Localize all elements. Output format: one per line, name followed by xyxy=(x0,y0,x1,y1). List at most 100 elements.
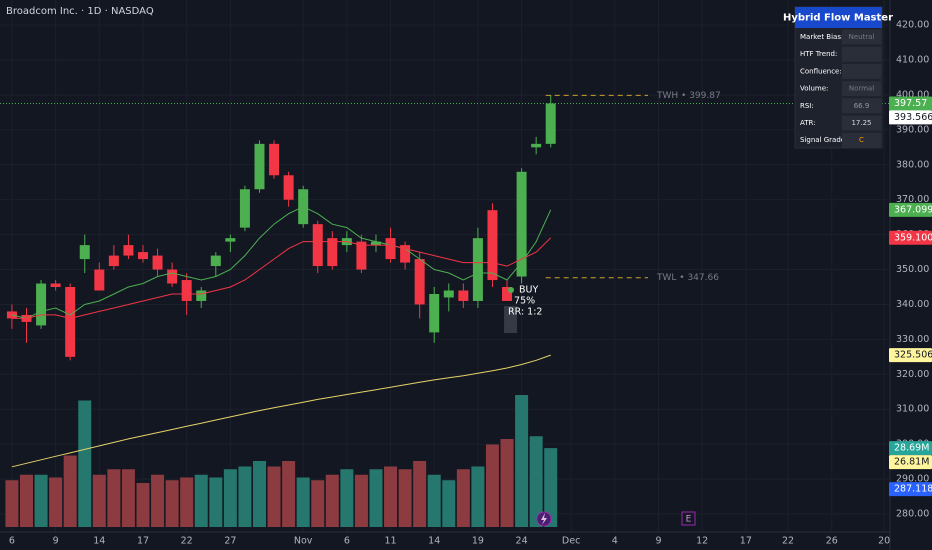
price-badge-label: 367.0998 xyxy=(894,204,932,215)
y-tick-label: 330.00 xyxy=(896,334,929,345)
volume-bar xyxy=(78,400,92,527)
volume-bar xyxy=(194,474,208,527)
candle-body xyxy=(327,238,338,267)
candle-body xyxy=(472,238,483,301)
volume-bar xyxy=(529,436,543,527)
x-tick-label: 17 xyxy=(740,536,752,547)
volume-bar xyxy=(325,474,339,527)
x-tick-label: Dec xyxy=(562,536,580,547)
y-tick-label: 400.00 xyxy=(896,89,929,100)
panel-title: Hybrid Flow Master xyxy=(783,13,893,24)
x-tick-label: 14 xyxy=(428,536,440,547)
candle-body xyxy=(239,189,250,228)
volume-bar xyxy=(413,461,427,527)
candle-body xyxy=(443,290,454,298)
signal-rr: RR: 1:2 xyxy=(508,307,542,318)
panel-cell xyxy=(842,132,881,148)
signal-confidence: 75% xyxy=(514,296,535,307)
y-tick-label: 410.00 xyxy=(896,55,929,66)
x-tick-label: 6 xyxy=(344,536,350,547)
volume-bar xyxy=(471,466,485,527)
panel-row-value: Normal xyxy=(849,85,874,93)
candle-body xyxy=(50,283,61,288)
y-tick-label: 310.00 xyxy=(896,404,929,415)
volume-bar xyxy=(340,469,354,527)
volume-bar xyxy=(427,474,441,527)
x-tick-label: 20 xyxy=(878,536,890,547)
candle-body xyxy=(254,143,265,190)
candle-body xyxy=(385,238,396,260)
volume-bar xyxy=(165,480,179,527)
candle-body xyxy=(181,280,192,301)
candle-body xyxy=(516,171,527,277)
x-tick-label: 9 xyxy=(655,536,661,547)
panel-row-label: Signal Grade: xyxy=(800,136,847,144)
candle-body xyxy=(414,259,425,305)
candle-body xyxy=(167,269,178,284)
y-tick-label: 390.00 xyxy=(896,124,929,135)
volume-pane xyxy=(5,395,558,527)
y-tick-label: 350.00 xyxy=(896,264,929,275)
panel-cell xyxy=(842,29,881,45)
price-badge-label: 397.57 xyxy=(894,98,927,109)
x-tick-label: 27 xyxy=(224,536,236,547)
volume-badge-label: 26.81M xyxy=(894,457,929,468)
volume-bar xyxy=(252,461,266,527)
volume-bar xyxy=(136,483,150,527)
x-tick-label: 9 xyxy=(53,536,59,547)
price-badge xyxy=(889,96,932,111)
candle-body xyxy=(210,255,221,267)
x-tick-label: 22 xyxy=(181,536,193,547)
x-tick-label: Nov xyxy=(294,536,313,547)
price-badge xyxy=(889,110,932,125)
volume-bar xyxy=(369,469,383,527)
volume-bar xyxy=(515,395,529,527)
volume-bar xyxy=(544,448,558,527)
info-panel: Hybrid Flow Master Market Bias: Neutral HT… xyxy=(783,6,893,149)
panel-row-value: C xyxy=(859,136,864,144)
candle-body xyxy=(312,224,323,267)
volume-bar xyxy=(151,474,165,527)
price-badge-label: 393.5667 xyxy=(894,112,932,123)
earnings-marker: E xyxy=(681,511,696,526)
y-tick-label: 320.00 xyxy=(896,369,929,380)
x-tick-label: 22 xyxy=(782,536,794,547)
candle-body xyxy=(225,238,236,242)
volume-bar xyxy=(92,474,106,527)
panel-cell xyxy=(842,46,881,62)
candle-body xyxy=(356,241,367,270)
panel-row-value: 17.25 xyxy=(851,119,871,127)
candle-body xyxy=(94,269,105,291)
x-tick-label: 19 xyxy=(472,536,484,547)
volume-badge-label: 28.69M xyxy=(894,443,929,454)
indicator-line xyxy=(11,206,552,319)
candle-body xyxy=(152,255,163,270)
candle-body xyxy=(196,290,207,301)
candle-body xyxy=(36,283,47,326)
volume-bar xyxy=(384,466,398,527)
price-badge-label: 287.1185 xyxy=(894,484,932,495)
signal-box xyxy=(504,306,518,333)
candle-body xyxy=(108,255,119,267)
earnings-label: E xyxy=(686,515,692,525)
signal-text: BUY xyxy=(519,285,538,296)
x-tick-label: 6 xyxy=(9,536,15,547)
earnings-box xyxy=(681,511,696,526)
volume-badge xyxy=(889,455,932,470)
x-tick-label: 4 xyxy=(612,536,618,547)
y-tick-label: 280.00 xyxy=(896,508,929,519)
volume-bar xyxy=(121,469,135,527)
candle-body xyxy=(123,245,134,256)
panel-cell xyxy=(842,81,881,97)
volume-bar xyxy=(311,480,325,527)
panel-row-label: Volume: xyxy=(800,85,828,93)
price-badge-label: 325.5061 xyxy=(894,350,932,361)
panel-cell xyxy=(842,63,881,79)
x-tick-label: 24 xyxy=(516,536,528,547)
y-tick-label: 420.00 xyxy=(896,20,929,31)
panel-cell xyxy=(842,98,881,114)
x-tick-label: 11 xyxy=(384,536,396,547)
x-tick-label: 14 xyxy=(93,536,105,547)
